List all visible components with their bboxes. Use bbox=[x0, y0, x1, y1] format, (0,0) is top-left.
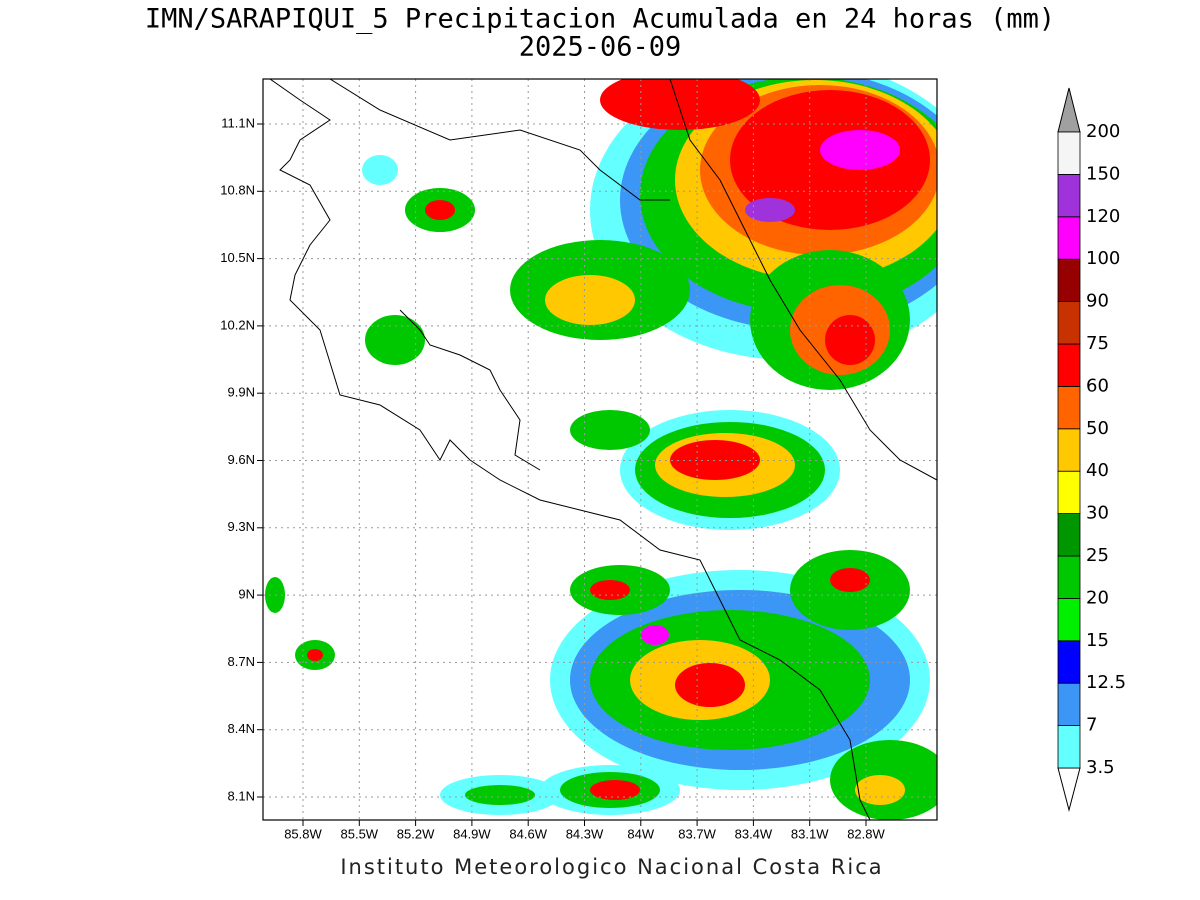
colorbar-label: 75 bbox=[1086, 333, 1109, 354]
lat-label: 9N bbox=[238, 587, 255, 602]
title: IMN/SARAPIQUI_5 Precipitacion Acumulada … bbox=[145, 4, 1055, 35]
lon-label: 82.8W bbox=[847, 826, 885, 841]
colorbar-box bbox=[1057, 682, 1081, 727]
colorbar-label: 120 bbox=[1086, 206, 1120, 227]
colorbar-box bbox=[1057, 598, 1081, 642]
colorbar-label: 30 bbox=[1086, 503, 1109, 524]
lat-label: 10.5N bbox=[220, 250, 255, 265]
colorbar-box bbox=[1057, 640, 1081, 684]
lon-label: 84.9W bbox=[453, 826, 491, 841]
lon-label: 85.5W bbox=[341, 826, 379, 841]
lon-label: 84.3W bbox=[566, 826, 604, 841]
coastlines bbox=[269, 79, 937, 820]
colorbar-box bbox=[1057, 301, 1081, 345]
colorbar-box bbox=[1057, 173, 1081, 218]
colorbar-box bbox=[1057, 470, 1081, 515]
colorbar-box bbox=[1057, 555, 1081, 599]
graticule: 11.1N 10.8N 10.5N 10.2N 9.9N 9.6N 9.3N 9N 8.7N 8.… bbox=[220, 79, 937, 841]
colorbar-box bbox=[1057, 258, 1081, 303]
colorbar-label: 7 bbox=[1086, 715, 1097, 736]
colorbar-label: 200 bbox=[1086, 121, 1120, 142]
lat-label: 11.1N bbox=[221, 115, 255, 130]
lat-label: 9.6N bbox=[228, 452, 255, 467]
lat-label: 10.2N bbox=[220, 317, 255, 332]
lon-label: 85.2W bbox=[397, 826, 435, 841]
footer: Instituto Meteorologico Nacional Costa R… bbox=[340, 855, 883, 879]
colorbar-label: 25 bbox=[1086, 545, 1109, 566]
colorbar-box bbox=[1057, 131, 1081, 175]
colorbar-label: 50 bbox=[1086, 418, 1109, 439]
colorbar-box bbox=[1057, 428, 1081, 472]
colorbar-label: 150 bbox=[1086, 163, 1120, 184]
lon-label: 83.4W bbox=[735, 826, 773, 841]
lon-label: 84.6W bbox=[509, 826, 547, 841]
colorbar-label: 40 bbox=[1086, 460, 1109, 481]
colorbar-box bbox=[1057, 725, 1081, 769]
lat-label: 8.1N bbox=[228, 788, 255, 803]
colorbar-label: 12.5 bbox=[1086, 672, 1126, 693]
colorbar-box bbox=[1057, 385, 1081, 430]
colorbar-box bbox=[1057, 343, 1081, 387]
date: 2025-06-09 bbox=[519, 32, 682, 63]
colorbar-label: 15 bbox=[1086, 630, 1109, 651]
lat-label: 9.3N bbox=[228, 519, 255, 534]
colorbar-box bbox=[1057, 513, 1081, 557]
colorbar-over bbox=[1057, 87, 1081, 133]
lat-label: 9.9N bbox=[228, 385, 255, 400]
lon-label: 83.7W bbox=[678, 826, 716, 841]
colorbar-label: 60 bbox=[1086, 375, 1109, 396]
colorbar-label: 20 bbox=[1086, 587, 1109, 608]
precip-field bbox=[265, 79, 937, 820]
lon-label: 84W bbox=[627, 826, 654, 841]
lat-label: 8.7N bbox=[228, 654, 255, 669]
colorbar: 3.5 7 12.5 15 20 25 30 40 50 60 75 90 100 120 150 200 bbox=[1057, 87, 1126, 812]
colorbar-box bbox=[1057, 216, 1081, 260]
lon-label: 83.1W bbox=[791, 826, 829, 841]
lat-label: 8.4N bbox=[228, 721, 255, 736]
colorbar-under bbox=[1057, 767, 1081, 812]
colorbar-label: 100 bbox=[1086, 248, 1120, 269]
colorbar-label: 90 bbox=[1086, 291, 1109, 312]
colorbar-label: 3.5 bbox=[1086, 757, 1115, 778]
lon-label: 85.8W bbox=[284, 826, 322, 841]
map-frame bbox=[262, 78, 938, 821]
lat-label: 10.8N bbox=[220, 183, 255, 198]
